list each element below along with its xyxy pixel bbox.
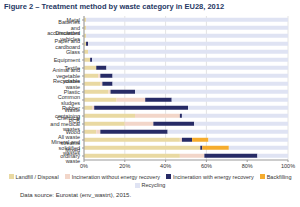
svg-text:Equipment: Equipment <box>54 57 81 63</box>
svg-text:100%: 100% <box>281 163 292 169</box>
svg-text:40%: 40% <box>160 163 171 169</box>
svg-text:0%: 0% <box>80 163 88 169</box>
svg-text:Animal andvegetablewastes: Animal andvegetablewastes <box>52 67 80 84</box>
svg-text:Glass: Glass <box>66 49 80 55</box>
svg-text:Mixedordinarywaste: Mixedordinarywaste <box>60 147 80 164</box>
svg-text:20%: 20% <box>119 163 130 169</box>
svg-text:60%: 60% <box>201 163 212 169</box>
svg-text:Batteriesandaccumulators: Batteriesandaccumulators <box>47 19 80 36</box>
svg-text:80%: 80% <box>242 163 253 169</box>
